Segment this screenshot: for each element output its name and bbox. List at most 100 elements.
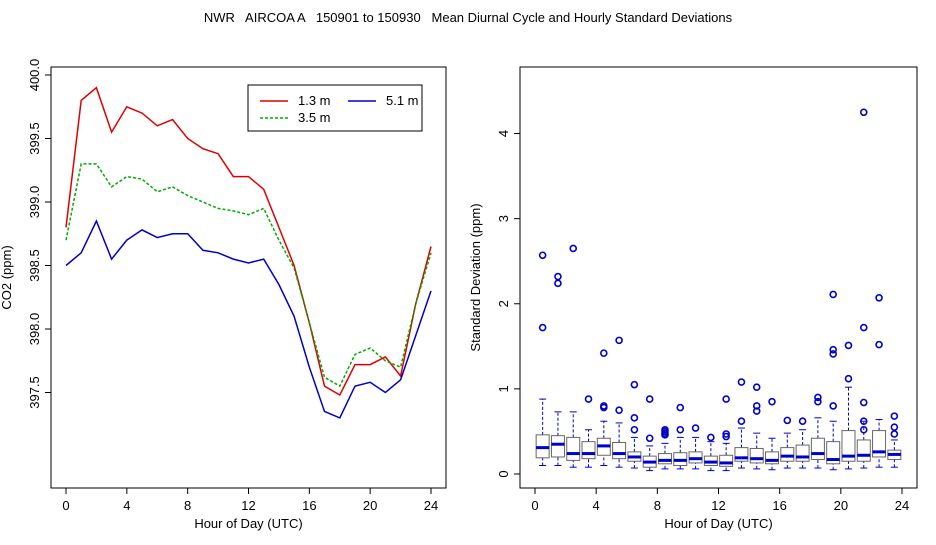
legend-box xyxy=(247,84,423,132)
left-x-axis-label: Hour of Day (UTC) xyxy=(194,516,302,531)
box-outlier xyxy=(554,272,562,281)
left-x-tick-label: 24 xyxy=(424,498,438,513)
left-x-tick-label: 8 xyxy=(184,498,191,513)
left-x-tick-label: 12 xyxy=(241,498,255,513)
box-outlier xyxy=(768,397,776,406)
box-iqr xyxy=(780,447,795,462)
box-outlier xyxy=(630,425,639,434)
box-iqr xyxy=(719,454,734,467)
right-x-tick-label: 12 xyxy=(711,498,725,513)
right-y-tick-label: 3 xyxy=(496,215,511,222)
right-x-tick-label: 20 xyxy=(834,498,848,513)
left-y-axis-label: CO2 (ppm) xyxy=(0,245,14,309)
left-x-tick-label: 20 xyxy=(363,498,377,513)
right-y-tick-label: 1 xyxy=(496,385,511,392)
box-outlier xyxy=(676,403,685,412)
box-outlier xyxy=(844,374,853,383)
right-y-tick-label: 4 xyxy=(496,130,511,137)
box-outlier xyxy=(752,383,761,391)
box-outlier xyxy=(630,380,639,389)
right-y-tick-label: 0 xyxy=(496,470,511,477)
legend-entry: 1.3 m xyxy=(298,93,331,108)
box-outlier xyxy=(859,398,868,407)
right-y-axis-label: Standard Deviation (ppm) xyxy=(468,203,483,351)
box-iqr xyxy=(765,451,780,465)
box-outlier xyxy=(890,430,899,438)
figure-title: NWR AIRCOA A 150901 to 150930 Mean Diurn… xyxy=(204,10,733,25)
left-x-tick-label: 16 xyxy=(302,498,316,513)
right-y-tick-label: 2 xyxy=(496,300,511,307)
box-outlier xyxy=(875,294,883,302)
box-outlier xyxy=(584,395,593,403)
series-line-3-5-m xyxy=(65,163,432,388)
box-outlier xyxy=(645,434,654,443)
box-iqr xyxy=(795,444,810,462)
left-x-tick-label: 0 xyxy=(62,498,69,513)
box-iqr xyxy=(566,436,581,461)
box-outlier xyxy=(875,340,883,349)
box-outlier xyxy=(569,244,578,253)
box-iqr xyxy=(612,442,627,460)
right-plot-frame xyxy=(519,66,918,489)
box-outlier xyxy=(707,433,715,442)
box-iqr xyxy=(856,439,871,462)
left-y-tick-label: 399.0 xyxy=(27,186,42,219)
box-outlier xyxy=(722,432,730,441)
box-outlier xyxy=(829,402,837,410)
box-outlier xyxy=(890,412,899,420)
box-outlier xyxy=(538,323,547,332)
legend-entry: 3.5 m xyxy=(298,110,331,125)
box-iqr xyxy=(841,430,856,462)
box-outlier xyxy=(554,279,562,288)
box-outlier xyxy=(615,406,623,414)
box-outlier xyxy=(814,397,822,406)
left-y-tick-label: 397.5 xyxy=(27,376,42,409)
box-outlier xyxy=(722,395,730,403)
right-x-tick-label: 0 xyxy=(531,498,538,513)
box-outlier xyxy=(676,425,685,434)
box-outlier xyxy=(722,430,730,438)
box-outlier xyxy=(737,378,746,386)
right-x-tick-label: 4 xyxy=(593,498,600,513)
legend-entry: 5.1 m xyxy=(386,93,419,108)
box-outlier xyxy=(600,403,608,412)
box-outlier xyxy=(538,251,547,260)
series-line-5-1-m xyxy=(65,219,432,419)
right-x-tick-label: 8 xyxy=(654,498,661,513)
left-y-tick-label: 398.0 xyxy=(27,313,42,346)
box-outlier xyxy=(844,341,853,350)
box-outlier xyxy=(783,416,792,425)
left-y-tick-label: 400.0 xyxy=(27,59,42,92)
box-iqr xyxy=(749,447,764,464)
box-iqr xyxy=(810,437,825,461)
box-outlier xyxy=(859,323,868,332)
box-iqr xyxy=(657,453,672,465)
box-outlier xyxy=(814,393,822,402)
left-x-tick-label: 4 xyxy=(123,498,130,513)
box-outlier xyxy=(691,424,700,432)
box-outlier xyxy=(890,423,899,431)
box-outlier xyxy=(752,407,761,415)
box-iqr xyxy=(550,435,565,458)
box-outlier xyxy=(600,349,608,357)
box-outlier xyxy=(615,336,623,345)
series-line-1-3-m xyxy=(65,86,432,397)
box-outlier xyxy=(859,425,868,434)
box-outlier xyxy=(737,417,746,426)
box-outlier xyxy=(829,350,837,358)
right-x-axis-label: Hour of Day (UTC) xyxy=(664,516,772,531)
box-outlier xyxy=(645,395,654,403)
left-y-tick-label: 399.5 xyxy=(27,122,42,155)
left-y-tick-label: 398.5 xyxy=(27,249,42,282)
box-iqr xyxy=(581,441,596,460)
box-outlier xyxy=(859,108,868,117)
right-x-tick-label: 24 xyxy=(895,498,909,513)
box-outlier xyxy=(829,290,837,299)
box-outlier xyxy=(829,345,837,354)
box-outlier xyxy=(661,431,669,439)
right-x-tick-label: 16 xyxy=(772,498,786,513)
box-outlier xyxy=(798,417,807,426)
box-outlier xyxy=(630,414,639,422)
